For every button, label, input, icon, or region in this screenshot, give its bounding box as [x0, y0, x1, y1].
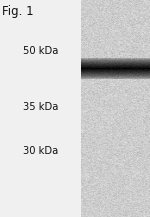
Text: 35 kDa: 35 kDa	[23, 102, 58, 112]
Text: 50 kDa: 50 kDa	[23, 46, 58, 56]
Text: 30 kDa: 30 kDa	[23, 146, 58, 156]
Bar	[0, 0, 81, 217]
Text: Fig. 1: Fig. 1	[2, 5, 33, 18]
